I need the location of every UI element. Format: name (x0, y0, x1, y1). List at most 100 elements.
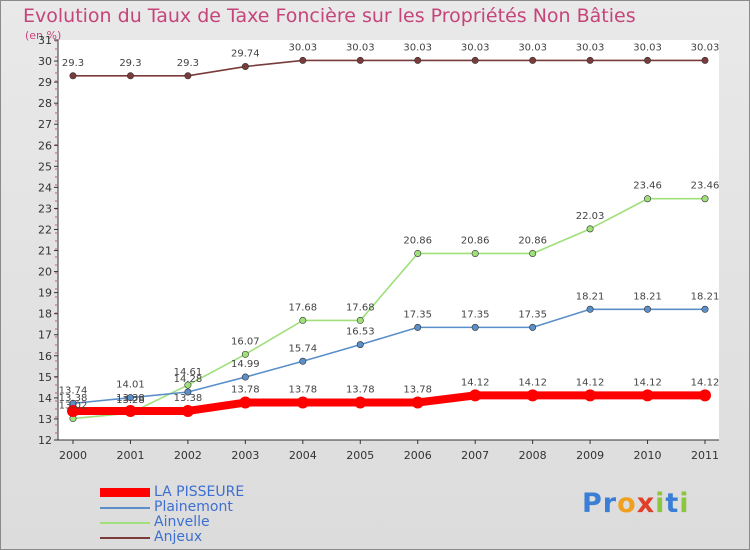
data-point (67, 404, 79, 417)
data-label: 17.35 (518, 309, 547, 320)
data-label: 23.46 (691, 181, 720, 192)
x-tick-label: 2006 (404, 449, 432, 462)
data-label: 13.78 (346, 385, 375, 396)
data-label: 29.3 (62, 58, 84, 69)
data-label: 17.35 (461, 309, 490, 320)
legend-swatch (100, 507, 150, 509)
data-point (184, 388, 192, 396)
data-label: 18.21 (633, 291, 662, 302)
x-tick-label: 2003 (231, 449, 259, 462)
x-tick-label: 2002 (174, 449, 202, 462)
x-tick-label: 2001 (116, 449, 144, 462)
data-label: 23.46 (633, 181, 662, 192)
data-label: 30.03 (346, 42, 375, 53)
y-tick-label: 13 (38, 413, 52, 426)
data-point (529, 56, 537, 64)
data-point (299, 56, 307, 64)
legend-swatch (100, 522, 150, 524)
data-label: 18.21 (691, 291, 720, 302)
data-point (414, 323, 422, 331)
data-labels-layer: 13.38 13.38 13.38 13.78 13.78 13.78 13.78 14.12… (59, 42, 720, 411)
data-label: 29.3 (177, 58, 199, 69)
data-label: 29.3 (119, 58, 141, 69)
data-point (299, 357, 307, 365)
chart-title: Evolution du Taux de Taxe Foncière sur l… (23, 5, 636, 27)
data-point (641, 389, 654, 402)
y-tick-label: 19 (38, 287, 52, 300)
data-label: 18.21 (576, 291, 605, 302)
data-point (586, 305, 594, 313)
data-point (241, 63, 249, 71)
data-label: 20.86 (518, 235, 547, 246)
x-tick-label: 2004 (289, 449, 317, 462)
data-point (414, 249, 422, 257)
logo-letter: i (679, 488, 690, 519)
data-point (644, 56, 652, 64)
y-tick-label: 12 (38, 434, 52, 447)
logo-letter: o (617, 488, 637, 519)
data-label: 14.99 (231, 359, 260, 370)
data-point (124, 404, 137, 417)
data-point (471, 323, 479, 331)
logo-letter: x (636, 488, 656, 519)
series-line-ainvelle (72, 197, 706, 420)
y-tick-label: 16 (38, 350, 52, 363)
x-tick-label: 2010 (634, 449, 662, 462)
logo-letter: i (655, 488, 666, 519)
data-label: 13.28 (116, 395, 145, 406)
data-point (644, 305, 652, 313)
data-point (354, 396, 367, 409)
y-tick-label: 20 (38, 266, 52, 279)
logo-letter: t (665, 488, 680, 519)
data-point (356, 316, 364, 324)
data-label: 14.12 (461, 377, 490, 388)
data-label: 20.86 (403, 235, 432, 246)
data-label: 13.78 (403, 385, 432, 396)
data-label: 13.74 (59, 385, 88, 396)
data-point (414, 56, 422, 64)
y-tick-label: 25 (38, 160, 52, 173)
logo-letter: r (602, 488, 618, 519)
data-label: 16.53 (346, 327, 375, 338)
data-point (584, 389, 597, 402)
data-point (529, 323, 537, 331)
y-tick-label: 17 (38, 329, 52, 342)
data-point (356, 56, 364, 64)
data-label: 13.38 (174, 393, 203, 404)
data-label: 14.01 (116, 380, 145, 391)
data-label: 22.03 (576, 211, 605, 222)
data-point (701, 305, 709, 313)
data-label: 15.74 (288, 343, 317, 354)
y-tick-label: 21 (38, 245, 52, 258)
data-label: 13.78 (288, 385, 317, 396)
data-point (471, 56, 479, 64)
y-tick-label: 24 (38, 181, 52, 194)
x-tick-label: 2009 (576, 449, 604, 462)
data-point (69, 72, 77, 80)
y-tick-label: 29 (38, 76, 52, 89)
data-label: 14.12 (633, 377, 662, 388)
data-point (529, 249, 537, 257)
data-point (184, 381, 192, 389)
legend-swatch (100, 537, 150, 539)
x-tick-label: 2008 (519, 449, 547, 462)
x-tick-label: 2000 (59, 449, 87, 462)
data-label: 30.03 (288, 42, 317, 53)
legend-label: LA PISSEURE (154, 484, 245, 500)
data-label: 13.38 (116, 393, 145, 404)
data-point (241, 350, 249, 358)
y-tick-label: 27 (38, 118, 52, 131)
data-point (526, 389, 539, 402)
legend-swatch (100, 488, 150, 497)
data-point (126, 72, 134, 80)
y-tick-label: 31 (38, 34, 52, 47)
y-tick-label: 18 (38, 308, 52, 321)
data-point (299, 316, 307, 324)
data-label: 20.86 (461, 235, 490, 246)
data-point (644, 195, 652, 203)
plot-area (58, 40, 719, 440)
data-point (701, 56, 709, 64)
data-label: 30.03 (461, 42, 490, 53)
data-label: 30.03 (691, 42, 720, 53)
series-line-anjeux (72, 59, 706, 77)
